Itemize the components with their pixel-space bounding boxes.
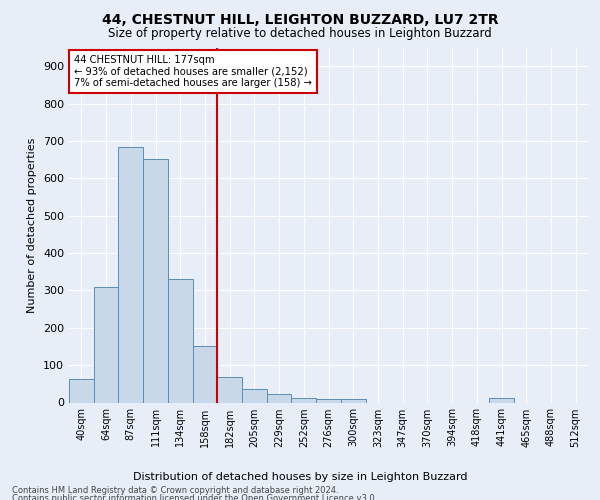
Bar [217, 377, 242, 402]
Bar [341, 399, 365, 402]
Bar [143, 159, 168, 402]
Bar [118, 146, 143, 402]
Bar [292, 398, 316, 402]
Bar [69, 379, 94, 402]
Text: Distribution of detached houses by size in Leighton Buzzard: Distribution of detached houses by size … [133, 472, 467, 482]
Bar [242, 388, 267, 402]
Bar [316, 399, 341, 402]
Bar [489, 398, 514, 402]
Y-axis label: Number of detached properties: Number of detached properties [28, 138, 37, 312]
Bar [94, 286, 118, 403]
Bar [193, 346, 217, 403]
Text: 44, CHESTNUT HILL, LEIGHTON BUZZARD, LU7 2TR: 44, CHESTNUT HILL, LEIGHTON BUZZARD, LU7… [101, 12, 499, 26]
Bar [168, 279, 193, 402]
Bar [267, 394, 292, 402]
Text: Size of property relative to detached houses in Leighton Buzzard: Size of property relative to detached ho… [108, 28, 492, 40]
Text: Contains public sector information licensed under the Open Government Licence v3: Contains public sector information licen… [12, 494, 377, 500]
Text: 44 CHESTNUT HILL: 177sqm
← 93% of detached houses are smaller (2,152)
7% of semi: 44 CHESTNUT HILL: 177sqm ← 93% of detach… [74, 54, 312, 88]
Text: Contains HM Land Registry data © Crown copyright and database right 2024.: Contains HM Land Registry data © Crown c… [12, 486, 338, 495]
